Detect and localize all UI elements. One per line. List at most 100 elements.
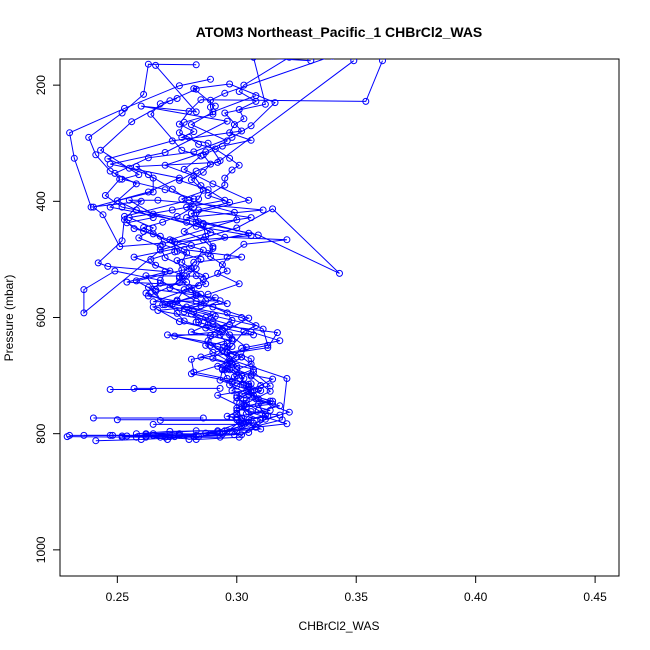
data-point: [144, 60, 152, 68]
data-point: [238, 127, 246, 135]
data-point: [214, 324, 222, 332]
data-point: [240, 327, 248, 335]
data-point: [247, 360, 255, 368]
data-point: [223, 267, 231, 275]
data-point: [216, 157, 224, 165]
data-point: [264, 341, 272, 349]
data-point: [233, 398, 241, 406]
data-point: [226, 358, 234, 366]
x-tick-label: 0.30: [225, 590, 249, 604]
series-line: [127, 95, 280, 435]
data-point: [226, 381, 234, 389]
data-point: [247, 328, 255, 336]
series-line: [67, 83, 340, 438]
plot-frame: [59, 58, 620, 577]
data-point: [226, 129, 234, 137]
data-point: [226, 199, 234, 206]
data-point: [187, 121, 195, 129]
data-point: [192, 209, 200, 217]
data-point: [240, 115, 248, 123]
data-point: [130, 384, 138, 392]
data-point: [199, 168, 207, 176]
data-point: [187, 355, 195, 363]
data-point: [221, 366, 229, 374]
data-point: [245, 196, 253, 204]
data-point: [238, 414, 246, 422]
data-point: [140, 90, 148, 98]
data-point: [187, 328, 195, 336]
data-point: [192, 436, 200, 443]
data-point: [185, 283, 193, 291]
data-point: [235, 106, 243, 113]
data-point: [285, 408, 293, 416]
data-point: [125, 196, 133, 204]
data-point: [137, 197, 145, 205]
data-point: [211, 102, 219, 110]
data-point: [178, 146, 186, 154]
data-point: [178, 195, 186, 203]
data-point: [238, 372, 246, 380]
data-point: [221, 233, 229, 241]
data-point: [228, 166, 236, 174]
data-point: [197, 302, 205, 310]
data-point: [247, 355, 255, 363]
data-point: [211, 294, 219, 302]
data-point: [199, 246, 207, 254]
data-point: [140, 228, 148, 235]
data-point: [92, 437, 100, 445]
x-axis-label: CHBrCl2_WAS: [299, 619, 380, 633]
data-point: [197, 255, 205, 263]
y-tick-label: 200: [34, 75, 48, 95]
data-point: [183, 203, 191, 211]
data-point: [183, 249, 191, 257]
data-point: [235, 280, 243, 288]
series-line: [69, 78, 288, 435]
data-point: [245, 387, 253, 395]
data-point: [192, 85, 200, 93]
data-point: [233, 394, 241, 402]
data-point: [132, 277, 140, 285]
data-point: [264, 412, 272, 420]
data-point: [197, 96, 205, 104]
data-point: [207, 96, 214, 104]
data-point: [87, 203, 95, 211]
data-point: [180, 228, 188, 235]
data-point: [123, 219, 131, 227]
data-point: [132, 206, 140, 214]
data-point: [192, 427, 200, 435]
data-point: [199, 186, 207, 194]
data-point: [195, 318, 203, 326]
data-point: [149, 298, 157, 306]
data-point: [240, 81, 248, 89]
data-point: [223, 309, 231, 317]
data-point: [247, 122, 255, 130]
data-point: [216, 384, 224, 392]
data-point: [223, 300, 231, 308]
series-line: [136, 98, 253, 438]
data-point: [257, 416, 265, 424]
x-tick-label: 0.40: [464, 590, 488, 604]
data-point: [247, 371, 255, 379]
data-point: [242, 400, 250, 407]
data-point: [223, 137, 231, 145]
data-point: [173, 212, 181, 220]
data-point: [173, 247, 181, 255]
data-point: [135, 234, 143, 242]
data-point: [154, 307, 162, 314]
data-point: [226, 154, 234, 162]
data-point: [228, 335, 236, 343]
data-point: [192, 108, 200, 116]
data-point: [192, 61, 200, 69]
data-point: [266, 382, 274, 390]
data-point: [85, 133, 93, 141]
data-point: [252, 423, 260, 431]
data-point: [254, 231, 262, 239]
data-point: [218, 142, 226, 150]
data-point: [166, 427, 174, 435]
data-point: [190, 128, 198, 136]
data-point: [197, 290, 205, 298]
data-point: [226, 80, 234, 88]
series-line: [145, 59, 288, 441]
data-point: [123, 278, 131, 286]
data-point: [209, 354, 217, 362]
